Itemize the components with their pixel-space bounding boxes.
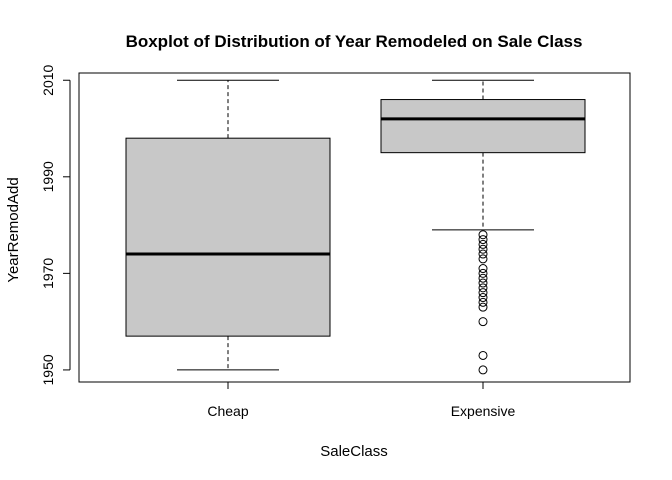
box-cheap	[125, 137, 331, 337]
outlier-point-expensive	[478, 235, 488, 245]
chart-title: Boxplot of Distribution of Year Remodele…	[126, 32, 583, 51]
outlier-point-expensive	[478, 273, 488, 283]
outlier-point-expensive	[478, 230, 488, 240]
y-tick-label-2010: 2010	[40, 64, 56, 95]
outlier-point-expensive	[478, 317, 488, 327]
x-tick-label-cheap: Cheap	[207, 403, 248, 419]
outlier-point-expensive	[478, 268, 488, 278]
outlier-point-expensive	[478, 365, 488, 375]
x-tick-label-expensive: Expensive	[451, 403, 516, 419]
outlier-point-expensive	[478, 293, 488, 303]
outlier-point-expensive	[478, 264, 488, 274]
outlier-point-expensive	[478, 254, 488, 264]
outlier-point-expensive	[478, 244, 488, 254]
outlier-point-expensive	[478, 297, 488, 307]
outlier-point-expensive	[478, 288, 488, 298]
outlier-point-expensive	[478, 350, 488, 360]
x-axis-label: SaleClass	[320, 443, 388, 460]
outlier-point-expensive	[478, 249, 488, 259]
box-expensive	[380, 99, 586, 154]
y-axis-label: YearRemodAdd	[5, 177, 22, 282]
y-tick-label-1970: 1970	[40, 258, 56, 289]
outlier-point-expensive	[478, 283, 488, 293]
outlier-point-expensive	[478, 278, 488, 288]
y-tick-label-1950: 1950	[40, 354, 56, 385]
outlier-point-expensive	[478, 239, 488, 249]
outlier-point-expensive	[478, 302, 488, 312]
y-tick-label-1990: 1990	[40, 161, 56, 192]
chart-marks: 1950 1970 1990 2010 Cheap Expensive	[40, 64, 586, 419]
